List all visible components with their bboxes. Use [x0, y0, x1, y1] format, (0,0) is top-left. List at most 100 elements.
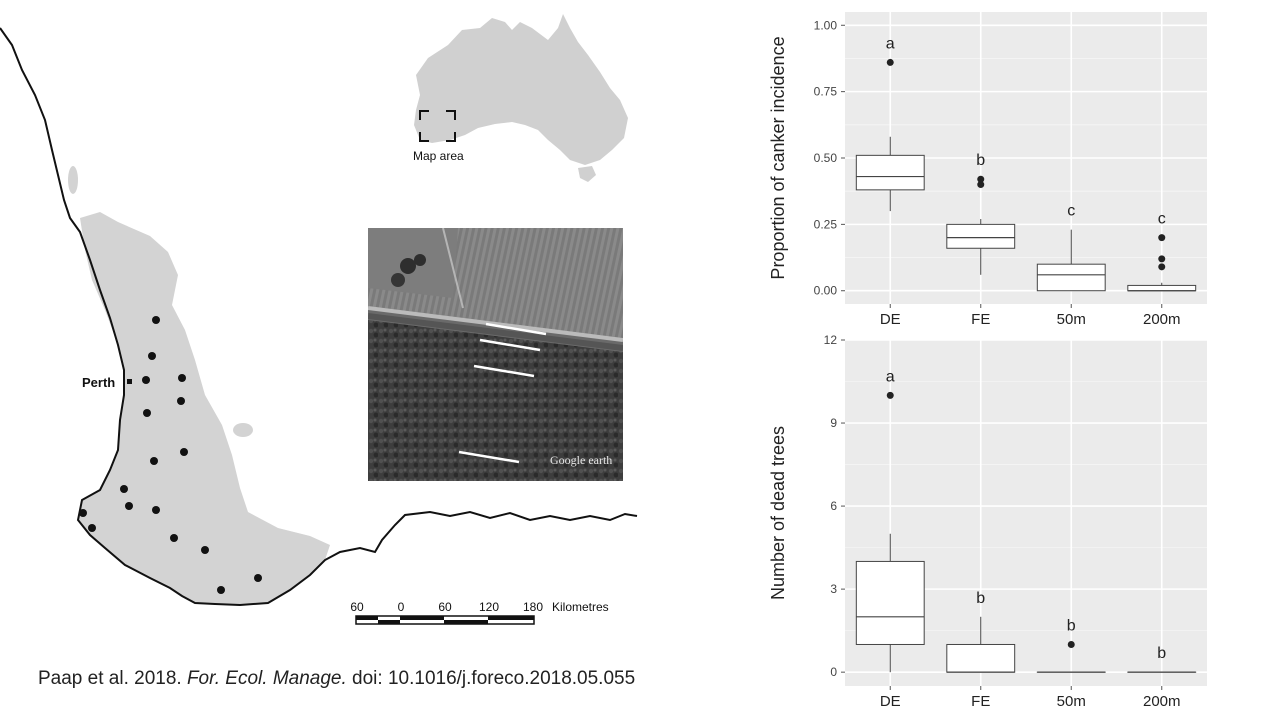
outlier-point — [1158, 263, 1166, 271]
transect-line — [485, 322, 547, 336]
box — [1127, 284, 1197, 292]
y-tick-label: 0.75 — [814, 85, 838, 99]
southwest-wa-map: Perth Map area 60 0 60 — [0, 14, 638, 625]
australia-silhouette — [414, 14, 628, 165]
significance-letter: c — [1158, 211, 1166, 228]
map-area-label: Map area — [413, 149, 464, 163]
aerial-photo: Google earth — [368, 228, 623, 481]
x-tick-label: DE — [880, 693, 901, 710]
y-tick-label: 0.50 — [814, 151, 838, 165]
significance-letter: b — [976, 590, 985, 607]
y-tick-label: 1.00 — [814, 18, 838, 32]
significance-letter: c — [1067, 203, 1075, 220]
aerial-watermark: Google earth — [550, 453, 612, 467]
outlier-point — [977, 181, 985, 189]
y-tick-label: 0.00 — [814, 284, 838, 298]
map-area-box — [419, 110, 456, 142]
study-site — [79, 509, 87, 517]
boxplot-chart: 0 3 6 9 12 a b b b DE FE 50m 200m Number of dead tree… — [768, 333, 1207, 710]
transect-line — [479, 338, 541, 352]
transect-lines — [458, 322, 547, 464]
y-tick-label: 6 — [830, 499, 837, 513]
boxplot-group: c — [1036, 203, 1106, 292]
y-tick-label: 0.25 — [814, 217, 838, 231]
outlier-point — [1067, 640, 1075, 648]
road — [368, 306, 623, 342]
x-tick-label: 200m — [1143, 311, 1181, 328]
boxplot-chart: 0.00 0.25 0.50 0.75 1.00 a b c c DE FE 50m 200m Propo… — [768, 12, 1207, 328]
y-axis-label: Proportion of canker incidence — [768, 36, 788, 279]
boxplot-group: a — [855, 368, 925, 673]
outlier-point — [977, 175, 985, 183]
x-tick-label: 50m — [1057, 311, 1086, 328]
study-site — [170, 534, 178, 542]
x-tick-label: FE — [971, 311, 990, 328]
perth-label: Perth — [82, 375, 115, 390]
tasmania — [578, 166, 596, 182]
citation: Paap et al. 2018. For. Ecol. Manage. doi… — [38, 668, 635, 690]
y-tick-label: 12 — [824, 333, 838, 347]
citation-doi: doi: 10.1016/j.foreco.2018.05.055 — [352, 668, 636, 689]
box — [855, 560, 925, 645]
boxplot-group: c — [1127, 211, 1197, 292]
scale-tick-label: 120 — [479, 600, 499, 614]
scale-tick-label: 60 — [438, 600, 452, 614]
box — [946, 223, 1016, 249]
study-site — [180, 448, 188, 456]
y-tick-label: 0 — [830, 665, 837, 679]
study-site — [142, 376, 150, 384]
box — [855, 154, 925, 191]
study-site — [152, 316, 160, 324]
scale-tick-label: 0 — [398, 600, 405, 614]
shaded-study-region — [78, 212, 330, 605]
coastline — [0, 27, 638, 607]
significance-letter: b — [976, 152, 985, 169]
forest — [368, 320, 623, 481]
study-site — [254, 574, 262, 582]
box — [1036, 263, 1106, 292]
study-site — [148, 352, 156, 360]
shaded-region-east-patch — [233, 423, 253, 437]
box — [946, 643, 1016, 673]
scale-tick-label: 60 — [350, 600, 364, 614]
boxplot-group: a — [855, 35, 925, 212]
study-site — [152, 506, 160, 514]
x-tick-label: FE — [971, 693, 990, 710]
perth-marker — [127, 379, 132, 384]
transect-line — [458, 450, 520, 464]
significance-letter: b — [1157, 645, 1166, 662]
study-site — [143, 409, 151, 417]
outlier-point — [886, 391, 894, 399]
scale-bar: 60 0 60 120 180 Kilometres — [350, 600, 609, 625]
study-site — [217, 586, 225, 594]
boxplot-figure: 0.00 0.25 0.50 0.75 1.00 a b c c DE FE 50m 200m Propo… — [768, 12, 1207, 710]
shaded-region-north-patch — [68, 166, 78, 194]
outlier-point — [886, 58, 894, 66]
study-site — [178, 374, 186, 382]
y-axis-label: Number of dead trees — [768, 426, 788, 600]
x-tick-label: 200m — [1143, 693, 1181, 710]
study-site — [120, 485, 128, 493]
study-site — [201, 546, 209, 554]
boxplot-group: b — [1036, 617, 1106, 673]
y-tick-label: 3 — [830, 582, 837, 596]
scale-unit-label: Kilometres — [552, 600, 609, 614]
citation-journal: For. Ecol. Manage. — [186, 668, 347, 689]
transect-line — [473, 364, 535, 378]
x-tick-label: 50m — [1057, 693, 1086, 710]
boxplot-group: b — [1127, 645, 1197, 673]
significance-letter: a — [886, 368, 895, 385]
x-tick-label: DE — [880, 311, 901, 328]
y-tick-label: 9 — [830, 416, 837, 430]
access-track — [442, 228, 464, 309]
study-site — [88, 524, 96, 532]
study-sites — [79, 316, 262, 594]
outlier-point — [1158, 234, 1166, 242]
australia-inset: Map area — [413, 14, 628, 182]
boxplot-group: b — [946, 152, 1016, 275]
citation-authors: Paap et al. 2018. — [38, 668, 182, 689]
significance-letter: b — [1067, 617, 1076, 634]
significance-letter: a — [886, 35, 895, 52]
study-site — [177, 397, 185, 405]
outlier-point — [1158, 255, 1166, 263]
